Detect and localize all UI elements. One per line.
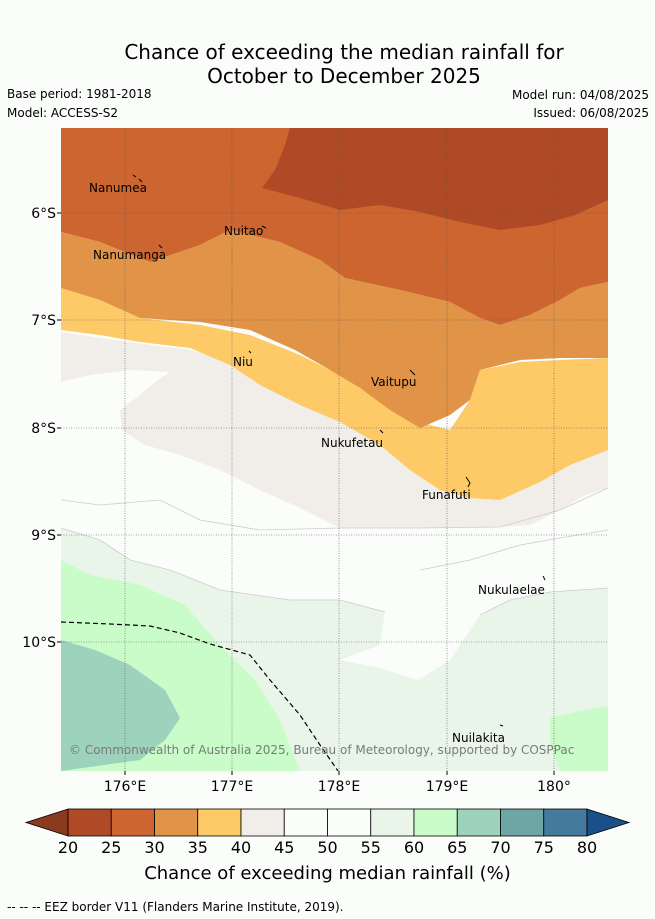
colorbar-tick-label: 60 (404, 838, 424, 857)
axis-ticks (57, 212, 555, 775)
colorbar-cell (456, 808, 501, 837)
chart-title: Chance of exceeding the median rainfall … (0, 40, 655, 88)
eez-border-line (61, 621, 339, 771)
colorbar-cell (154, 808, 199, 837)
colorbar-cell (110, 808, 155, 837)
tick-labels: 6°S 7°S 8°S 9°S 10°S 176°E 177°E 178°E 1… (22, 206, 571, 795)
island-labels: Nanumea Nuitao Nanumanga Niu Vaitupu Nuk… (89, 181, 545, 745)
colorbar-tick-label: 70 (490, 838, 510, 857)
lon-tick-180: 180° (537, 779, 571, 795)
lat-tick-8s: 8°S (31, 421, 56, 437)
issued-date: Issued: 06/08/2025 (533, 106, 649, 120)
colorbar-extend-low (24, 808, 69, 837)
colorbar-cell (283, 808, 328, 837)
colorbar-tick-label: 80 (577, 838, 597, 857)
base-period: Base period: 1981-2018 (7, 87, 152, 101)
colorbar-cell (327, 808, 372, 837)
colorbar-tick-label: 65 (447, 838, 467, 857)
title-line-1: Chance of exceeding the median rainfall … (124, 40, 564, 64)
colorbar-tick-label: 50 (317, 838, 337, 857)
lat-tick-7s: 7°S (31, 313, 56, 329)
lon-tick-177e: 177°E (211, 779, 254, 795)
label-funafuti: Funafuti (422, 488, 471, 502)
colorbar: 20 25 30 35 40 45 50 55 60 65 70 75 80 (24, 808, 631, 857)
colorbar-tick-label: 40 (231, 838, 251, 857)
colorbar-tick-label: 20 (58, 838, 78, 857)
graticule (61, 128, 608, 771)
colorbar-tick-label: 25 (101, 838, 121, 857)
colorbar-tick-label: 30 (144, 838, 164, 857)
colorbar-cell (500, 808, 545, 837)
label-nanumanga: Nanumanga (93, 248, 166, 262)
title-line-2: October to December 2025 (207, 64, 481, 88)
lon-tick-179e: 179°E (426, 779, 469, 795)
model-name: Model: ACCESS-S2 (7, 106, 119, 120)
colorbar-cell (543, 808, 588, 837)
island-outlines (132, 174, 546, 727)
label-nanumea: Nanumea (89, 181, 147, 195)
rainfall-contours (61, 128, 608, 771)
colorbar-cell (413, 808, 458, 837)
lat-tick-9s: 9°S (31, 528, 56, 544)
label-nukufetau: Nukufetau (321, 436, 383, 450)
colorbar-extend-high (586, 808, 631, 837)
colorbar-tick-label: 35 (188, 838, 208, 857)
colorbar-cell (370, 808, 415, 837)
label-niu: Niu (233, 355, 253, 369)
copyright-notice: © Commonwealth of Australia 2025, Bureau… (69, 743, 574, 757)
model-run: Model run: 04/08/2025 (511, 88, 649, 102)
colorbar-cell (240, 808, 285, 837)
lat-tick-6s: 6°S (31, 206, 56, 222)
label-vaitupu: Vaitupu (371, 375, 417, 389)
eez-footnote: -- -- -- EEZ border V11 (Flanders Marine… (7, 900, 344, 914)
lat-tick-10s: 10°S (22, 635, 56, 651)
colorbar-tick-label: 55 (361, 838, 381, 857)
label-nukulaelae: Nukulaelae (478, 583, 545, 597)
colorbar-cell (197, 808, 242, 837)
label-nuilakita: Nuilakita (452, 731, 505, 745)
lon-tick-176e: 176°E (104, 779, 147, 795)
colorbar-cell (67, 808, 112, 837)
colorbar-tick-label: 45 (274, 838, 294, 857)
label-nuitao: Nuitao (224, 224, 263, 238)
colorbar-label: Chance of exceeding median rainfall (%) (144, 863, 511, 884)
lon-tick-178e: 178°E (318, 779, 361, 795)
colorbar-tick-label: 75 (534, 838, 554, 857)
